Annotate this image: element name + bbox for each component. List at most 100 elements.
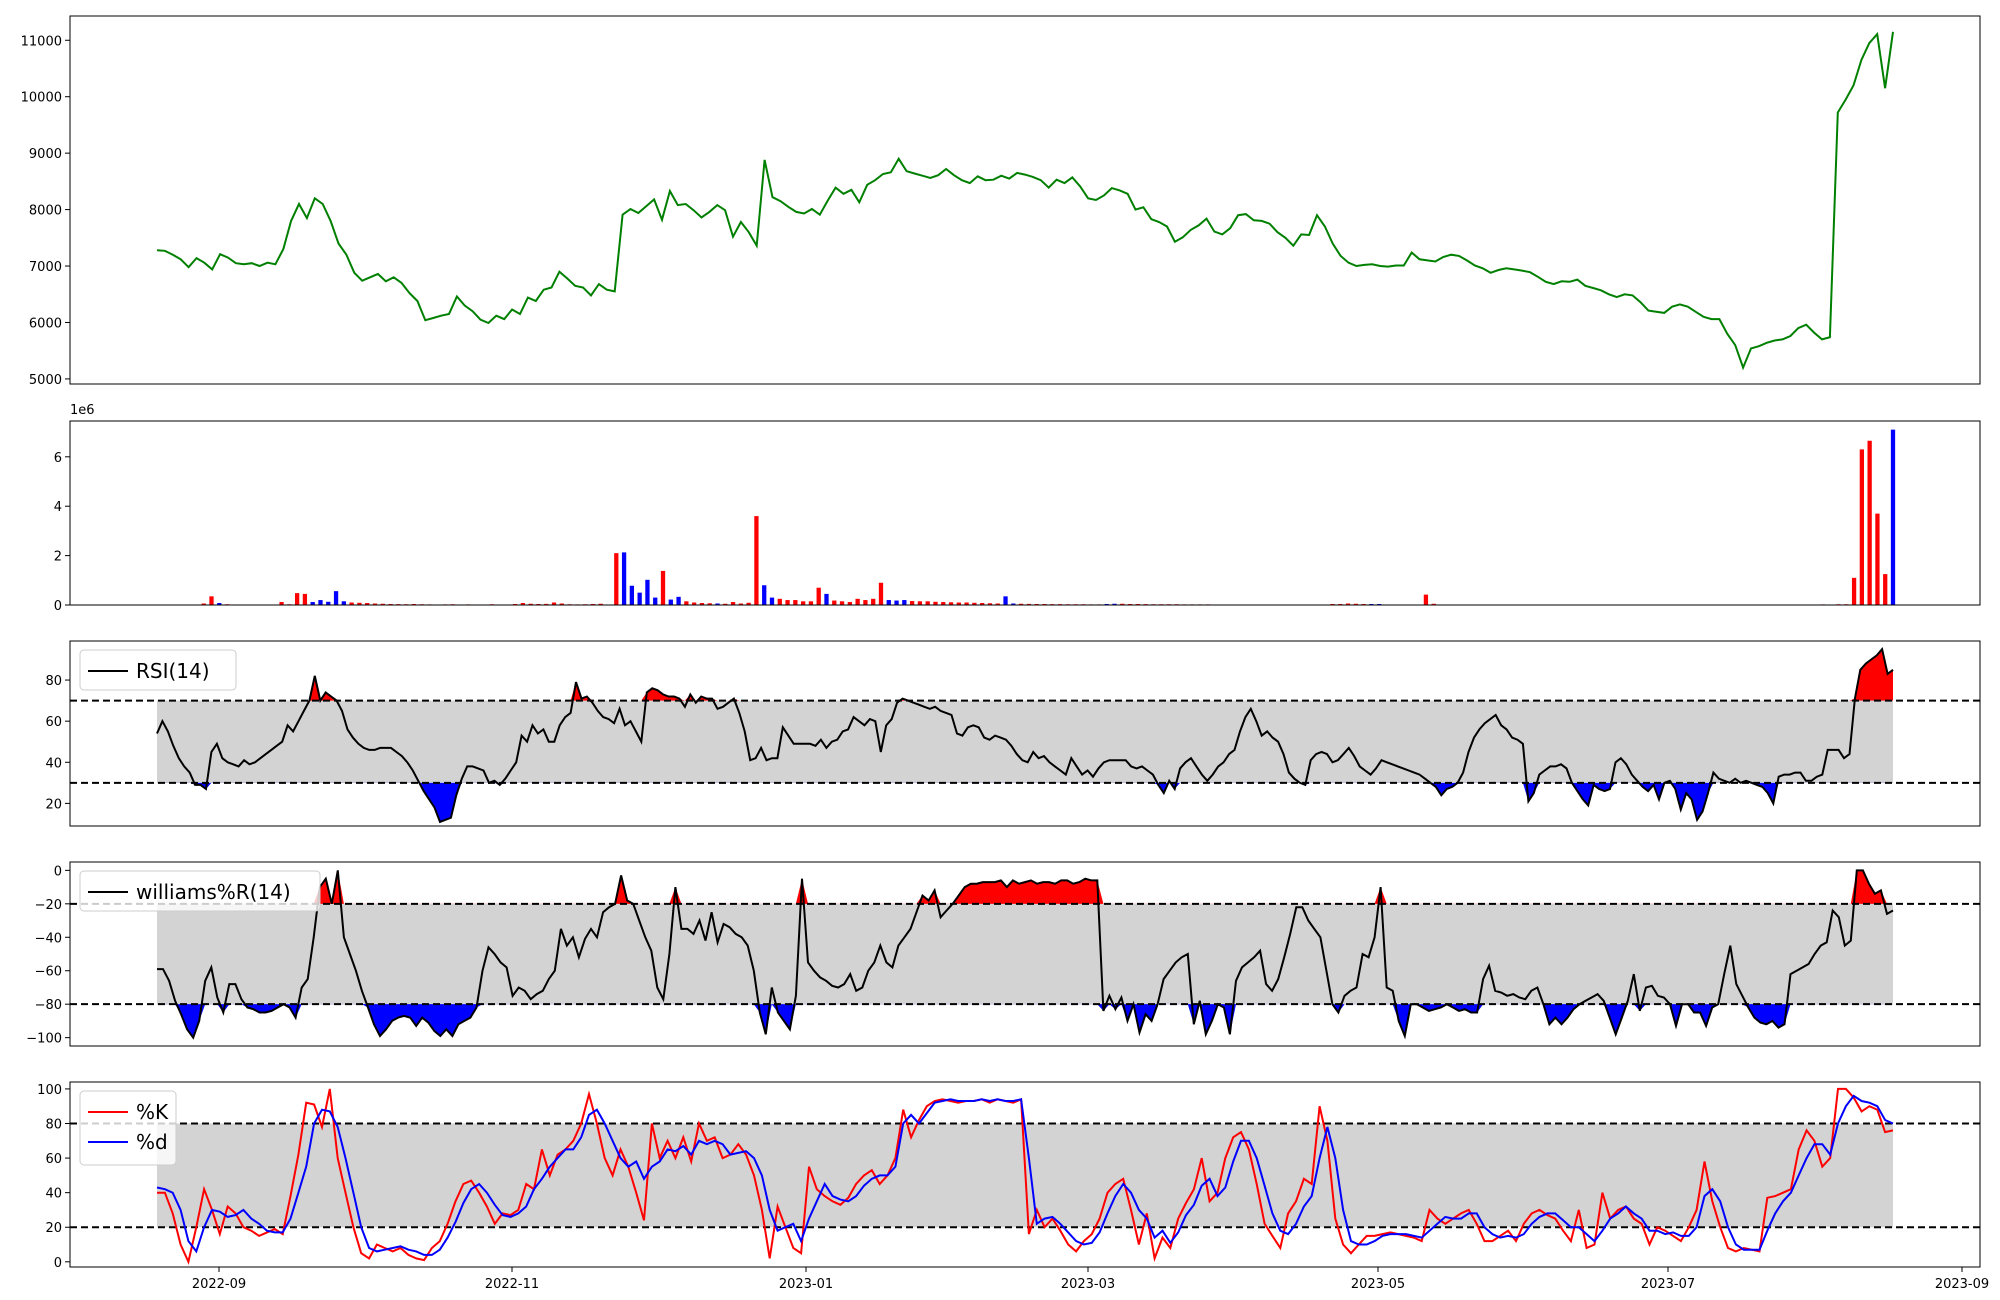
volume-ytick-label: 0 <box>54 599 62 614</box>
volume-bar <box>614 553 619 605</box>
stochastic-ytick-label: 80 <box>45 1117 62 1132</box>
price-ytick-label: 5000 <box>29 373 62 388</box>
volume-bar <box>894 600 899 605</box>
volume-bar <box>816 587 821 605</box>
volume-bar <box>1120 603 1125 605</box>
volume-bar <box>847 602 852 605</box>
volume-bar <box>365 603 370 605</box>
price-ytick-label: 9000 <box>29 147 62 162</box>
volume-bar <box>684 601 689 605</box>
rsi-ytick-label: 80 <box>45 674 62 689</box>
volume-bar <box>909 601 915 605</box>
stochastic-series-line <box>156 1094 1894 1256</box>
volume-bar <box>318 600 323 605</box>
price-ytick-label: 11000 <box>21 34 62 49</box>
rsi-neutral-band <box>157 700 1893 783</box>
rsi-series-line <box>156 647 1894 824</box>
volume-bar <box>1883 574 1888 605</box>
williams-overbought-fill <box>157 870 1893 904</box>
stochastic-legend-box <box>79 1090 177 1166</box>
volume-bar <box>987 603 993 605</box>
volume-bar <box>544 603 549 605</box>
volume-bar <box>217 603 222 605</box>
rsi-legend-box <box>79 649 237 691</box>
williams-legend-label: williams%R(14) <box>136 880 291 904</box>
volume-bar <box>528 603 533 605</box>
volume-bar <box>668 599 673 605</box>
volume-bar <box>294 593 300 605</box>
volume-bar <box>699 603 705 605</box>
volume-ytick-label: 2 <box>54 550 62 565</box>
stochastic-panel: 0 20 40 60 80 100 %K %d <box>37 1081 1981 1271</box>
volume-bar <box>1867 440 1872 605</box>
volume-bar <box>676 596 681 605</box>
volume-bar <box>520 603 526 605</box>
volume-bar <box>1875 513 1880 605</box>
stochastic-ytick-label: 0 <box>54 1256 62 1271</box>
x-tick-label: 2023-01 <box>779 1277 833 1292</box>
rsi-ytick-label: 20 <box>45 797 62 812</box>
rsi-legend: RSI(14) <box>79 649 237 691</box>
x-tick-label: 2022-09 <box>192 1277 246 1292</box>
x-tick-label: 2023-07 <box>1641 1277 1695 1292</box>
stochastic-ytick-label: 40 <box>45 1187 62 1202</box>
volume-bar <box>1003 596 1008 605</box>
price-ytick-label: 7000 <box>29 260 62 275</box>
stochastic-ytick-label: 100 <box>37 1083 62 1098</box>
volume-bar <box>326 601 331 605</box>
volume-bar <box>637 592 642 605</box>
volume-bar <box>972 602 977 605</box>
rsi-axes-frame <box>69 640 1981 827</box>
stochastic-legend-label: %d <box>136 1130 168 1154</box>
volume-bar <box>1851 577 1857 605</box>
volume-bar <box>925 601 930 605</box>
williams-ytick-label: 0 <box>54 864 62 879</box>
volume-bar <box>871 598 876 605</box>
price-ytick-label: 10000 <box>21 91 62 106</box>
volume-bar <box>357 602 362 605</box>
volume-bar <box>824 593 829 605</box>
volume-bar <box>746 602 751 605</box>
volume-bar <box>832 600 837 605</box>
volume-bar <box>738 603 743 605</box>
volume-bar <box>629 585 635 605</box>
williams-ytick-label: −20 <box>35 898 62 913</box>
stochastic-axes-frame <box>69 1081 1981 1268</box>
price-line <box>156 31 1894 371</box>
volume-bar <box>551 602 557 605</box>
rsi-ytick-label: 40 <box>45 756 62 771</box>
williams-legend: williams%R(14) <box>79 870 321 912</box>
volume-bar <box>980 603 985 605</box>
volume-ytick-label: 6 <box>54 451 62 466</box>
volume-bar <box>956 602 961 605</box>
x-tick-label: 2022-11 <box>485 1277 539 1292</box>
stochastic-legend-label: %K <box>136 1100 169 1124</box>
volume-bar <box>1011 603 1016 605</box>
volume-bar <box>692 602 697 605</box>
volume-bar <box>730 602 736 605</box>
volume-bar <box>839 601 845 605</box>
williams-series-line <box>157 869 1894 1040</box>
williams-legend-box <box>79 870 321 912</box>
volume-bar <box>598 603 603 605</box>
williams-panel: 0 −20 −40 −60 −80 −100 williams%R(14) <box>26 861 1981 1047</box>
volume-bar <box>1353 603 1358 605</box>
volume-bar <box>1112 603 1117 605</box>
volume-bar <box>878 582 884 605</box>
rsi-legend-label: RSI(14) <box>136 659 210 683</box>
volume-bar <box>653 597 658 605</box>
x-axis: 2022-09 2022-11 2023-01 2023-03 2023-05 2023-… <box>192 1267 1989 1292</box>
volume-bar <box>209 596 214 605</box>
volume-bar <box>855 598 860 605</box>
volume-axes-frame <box>69 420 1981 606</box>
volume-panel: 0 2 4 6 <box>54 420 1981 614</box>
volume-bar <box>1026 603 1032 605</box>
volume-bar <box>1431 603 1436 605</box>
volume-bar <box>372 603 378 605</box>
x-tick-label: 2023-03 <box>1061 1277 1115 1292</box>
williams-ytick-label: −60 <box>35 965 62 980</box>
volume-bar <box>800 601 806 605</box>
williams-ytick-label: −40 <box>35 931 62 946</box>
volume-bar <box>310 602 315 605</box>
